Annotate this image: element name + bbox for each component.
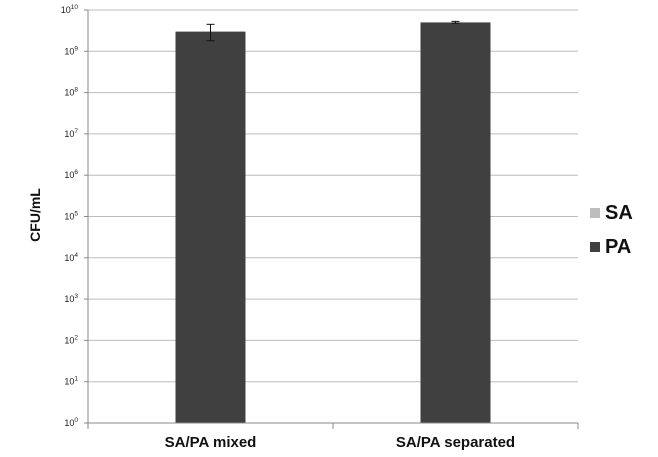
y-tick-label: 100 bbox=[64, 417, 78, 428]
y-tick-label: 104 bbox=[64, 252, 78, 263]
x-tick-labels: SA/PA mixed SA/PA separated bbox=[165, 434, 515, 451]
legend-label-pa: PA bbox=[605, 236, 631, 258]
y-tick-label: 107 bbox=[64, 128, 78, 139]
y-tick-label: 105 bbox=[64, 211, 78, 222]
y-axis-title: CFU/mL bbox=[27, 188, 43, 242]
y-tick-label: 102 bbox=[64, 334, 78, 345]
grid-lines bbox=[88, 9, 578, 383]
legend-swatch-sa bbox=[590, 208, 600, 218]
legend: SA PA bbox=[590, 202, 633, 258]
x-tick-label: SA/PA separated bbox=[396, 434, 515, 451]
y-tick-label: 1010 bbox=[61, 4, 79, 15]
bar-pa bbox=[175, 31, 246, 424]
error-bars bbox=[206, 20, 460, 42]
legend-swatch-pa bbox=[590, 242, 600, 252]
y-tick-label: 109 bbox=[64, 45, 78, 56]
legend-label-sa: SA bbox=[605, 202, 633, 224]
y-tick-labels: 100 101 102 103 104 105 106 107 108 109 1010 bbox=[61, 4, 88, 428]
axes bbox=[87, 10, 579, 429]
y-tick-label: 103 bbox=[64, 293, 78, 304]
bar-pa bbox=[420, 22, 491, 424]
y-tick-label: 101 bbox=[64, 376, 78, 387]
bars bbox=[175, 22, 491, 424]
y-tick-label: 106 bbox=[64, 169, 78, 180]
x-tick-label: SA/PA mixed bbox=[165, 434, 257, 451]
y-tick-label: 108 bbox=[64, 87, 78, 98]
